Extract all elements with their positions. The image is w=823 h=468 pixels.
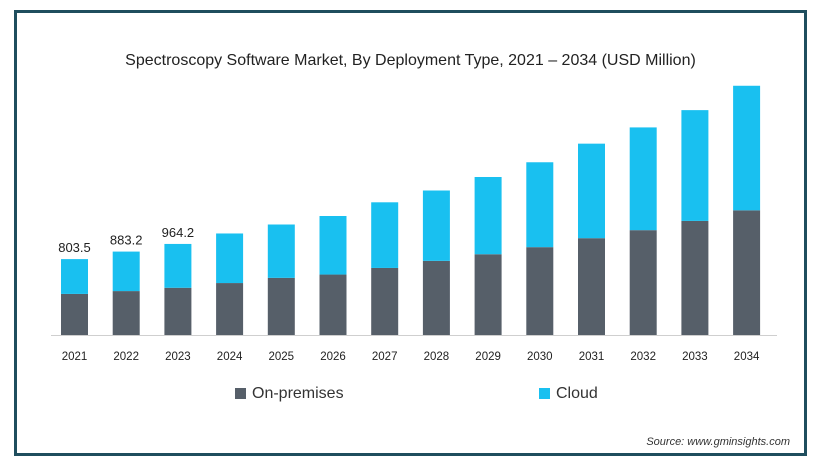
x-tick-label-2027: 2027: [372, 351, 398, 363]
bar-on-premises-2026: [319, 274, 347, 335]
bar-cloud-2026: [319, 216, 347, 275]
bar-cloud-2025: [267, 224, 295, 278]
bar-cloud-2032: [629, 127, 657, 231]
chart-frame: Spectroscopy Software Market, By Deploym…: [14, 10, 807, 456]
x-tick-label-2021: 2021: [62, 351, 88, 363]
chart-title: Spectroscopy Software Market, By Deploym…: [125, 52, 696, 69]
legend-label-on-premises: On-premises: [252, 385, 344, 402]
bar-cloud-2024: [216, 233, 244, 284]
bar-on-premises-2031: [578, 238, 605, 335]
bar-cloud-2029: [474, 176, 502, 255]
bar-on-premises-2023: [164, 287, 192, 335]
x-tick-label-2032: 2032: [630, 351, 656, 363]
bar-on-premises-2028: [422, 260, 450, 335]
bar-cloud-2021: [61, 259, 88, 294]
x-tick-label-2033: 2033: [682, 351, 708, 363]
bar-on-premises-2034: [733, 210, 761, 335]
x-tick-label-2024: 2024: [217, 351, 243, 363]
legend-cloud: Cloud: [539, 385, 598, 403]
x-tick-label-2030: 2030: [527, 351, 553, 363]
legend-swatch-on-premises: [235, 388, 246, 399]
x-tick-label-2026: 2026: [320, 351, 346, 363]
bar-cloud-2022: [112, 251, 140, 292]
bar-cloud-2034: [733, 85, 761, 211]
bar-on-premises-2033: [681, 220, 709, 335]
x-tick-label-2031: 2031: [579, 351, 605, 363]
bar-cloud-2028: [422, 190, 450, 261]
legend-swatch-cloud: [539, 388, 550, 399]
x-tick-label-2025: 2025: [269, 351, 295, 363]
data-label-2021: 803.5: [58, 240, 91, 255]
bar-on-premises-2029: [474, 254, 502, 335]
x-tick-label-2034: 2034: [734, 351, 760, 363]
bar-cloud-2023: [164, 243, 192, 288]
bar-on-premises-2024: [216, 283, 244, 335]
x-tick-label-2023: 2023: [165, 351, 191, 363]
source-note: Source: www.gminsights.com: [646, 436, 790, 448]
bar-cloud-2031: [578, 143, 605, 239]
legend-on-premises: On-premises: [235, 385, 344, 403]
bar-cloud-2033: [681, 110, 709, 221]
bar-cloud-2027: [371, 202, 399, 268]
bar-on-premises-2027: [371, 267, 399, 335]
x-tick-label-2029: 2029: [475, 351, 501, 363]
bar-on-premises-2021: [61, 293, 88, 335]
bar-on-premises-2032: [629, 230, 657, 335]
bar-on-premises-2025: [267, 277, 295, 335]
data-label-2023: 964.2: [162, 225, 195, 240]
chart-plot: 803.5 2021 883.2 2022 964.2 2023 2024 2025 2026 2…: [51, 85, 777, 363]
x-tick-label-2028: 2028: [424, 351, 450, 363]
x-tick-label-2022: 2022: [113, 351, 139, 363]
bar-cloud-2030: [526, 162, 554, 248]
bar-on-premises-2022: [112, 291, 140, 335]
legend-label-cloud: Cloud: [556, 385, 598, 402]
data-label-2022: 883.2: [110, 233, 143, 248]
bar-on-premises-2030: [526, 247, 554, 335]
